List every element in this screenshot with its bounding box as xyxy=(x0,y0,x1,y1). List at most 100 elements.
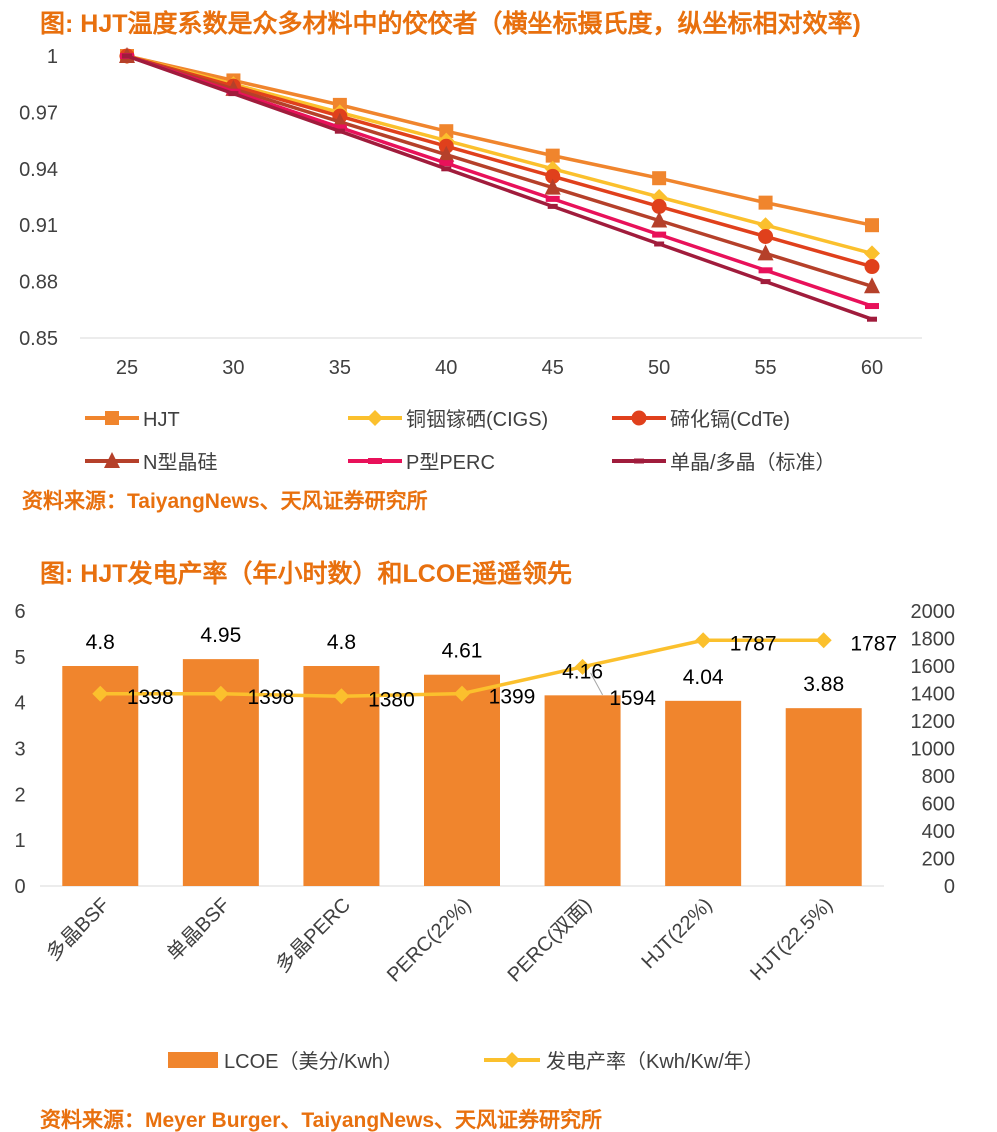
data-point xyxy=(651,198,667,214)
y2-tick-label: 2000 xyxy=(911,601,956,623)
legend-label: 碲化镉(CdTe) xyxy=(670,408,790,431)
legend-label: 单晶/多晶（标准） xyxy=(670,451,836,474)
line-value-label: 1399 xyxy=(489,686,536,709)
x-tick-label: 25 xyxy=(116,357,138,379)
data-point xyxy=(547,203,558,209)
y-tick-label: 0.91 xyxy=(19,215,58,237)
bar-value-label: 4.8 xyxy=(327,631,356,654)
line-value-label: 1787 xyxy=(850,632,897,655)
y2-tick-label: 1400 xyxy=(911,684,956,706)
x-tick-label: 多晶PERC xyxy=(271,893,355,977)
y2-tick-label: 400 xyxy=(922,821,955,843)
y-tick-label: 2 xyxy=(14,784,25,806)
line-value-label: 1380 xyxy=(368,688,415,711)
data-point xyxy=(439,124,454,139)
data-point xyxy=(815,632,832,649)
bar xyxy=(424,674,500,886)
data-point xyxy=(545,168,561,184)
bar xyxy=(665,700,742,886)
bar-value-label: 4.95 xyxy=(200,624,241,647)
series-line-2 xyxy=(126,54,873,269)
series-line-0 xyxy=(126,54,873,227)
bar xyxy=(62,666,139,886)
data-point xyxy=(654,241,665,247)
y-tick-label: 5 xyxy=(14,647,25,669)
series-line-1 xyxy=(126,54,873,256)
data-point xyxy=(864,277,880,294)
line-value-label: 1594 xyxy=(609,687,656,710)
data-point xyxy=(760,279,771,285)
y2-tick-label: 1800 xyxy=(911,629,956,651)
label-leader-line xyxy=(590,672,604,696)
y2-tick-label: 1600 xyxy=(911,656,956,678)
x-tick-label: 50 xyxy=(648,357,670,379)
data-point xyxy=(865,218,879,233)
bar-value-label: 4.61 xyxy=(442,640,483,663)
y-tick-label: 0.97 xyxy=(19,102,58,124)
temperature-chart: 1 0.97 0.94 0.91 0.88 0.85 25 30 35 40 45 50 55 60 HJT… xyxy=(19,46,922,474)
y2-tick-label: 600 xyxy=(922,794,955,816)
y2-tick-label: 1200 xyxy=(911,711,956,733)
data-point xyxy=(122,53,132,59)
y-tick-label: 1 xyxy=(14,830,25,852)
data-point xyxy=(212,685,229,702)
data-point xyxy=(454,685,470,702)
y-tick-label: 0.94 xyxy=(19,159,58,181)
data-point xyxy=(867,316,877,322)
series-line-4 xyxy=(126,54,873,308)
data-point xyxy=(865,303,879,310)
x-tick-label: 60 xyxy=(861,357,883,379)
legend-label: 铜铟镓硒(CIGS) xyxy=(406,408,548,431)
data-point xyxy=(695,632,712,649)
data-point xyxy=(574,658,591,675)
data-point xyxy=(333,688,350,705)
legend-marker xyxy=(631,410,647,426)
data-point xyxy=(757,244,774,261)
y-tick-label: 0.88 xyxy=(19,272,58,294)
y-tick-label: 3 xyxy=(14,739,25,761)
y-tick-label: 0 xyxy=(14,876,25,898)
data-point xyxy=(652,171,667,186)
chart1-source: 资料来源：TaiyangNews、天风证券研究所 xyxy=(22,489,428,513)
legend-bar-swatch xyxy=(168,1052,218,1068)
legend-label: P型PERC xyxy=(406,451,495,474)
data-point xyxy=(439,160,454,167)
data-point xyxy=(864,259,880,275)
x-tick-label: 30 xyxy=(222,357,244,379)
data-point xyxy=(332,124,347,131)
data-point xyxy=(438,145,455,162)
series-line-5 xyxy=(126,54,873,321)
legend-marker xyxy=(634,458,644,464)
data-point xyxy=(544,178,561,195)
legend-label: LCOE（美分/Kwh） xyxy=(224,1050,403,1073)
y2-tick-label: 800 xyxy=(922,766,955,788)
data-point xyxy=(92,685,109,702)
data-point xyxy=(758,228,774,244)
line-value-label: 1398 xyxy=(247,686,294,709)
series-line-3 xyxy=(126,54,873,288)
bar-value-label: 3.88 xyxy=(803,673,844,696)
data-point xyxy=(441,166,452,172)
y2-tick-label: 1000 xyxy=(911,739,956,761)
bar xyxy=(785,708,862,886)
legend-marker xyxy=(105,411,119,425)
legend-marker xyxy=(367,410,383,426)
bar-value-label: 4.16 xyxy=(562,660,603,683)
y-tick-label: 1 xyxy=(47,46,58,68)
lcoe-chart: 0 1 2 3 4 5 6 0 200 400 600 800 1000 1200 1400 1600 1800… xyxy=(14,601,955,1073)
line-value-label: 1398 xyxy=(127,686,174,709)
chart1-title: 图: HJT温度系数是众多材料中的佼佼者（横坐标摄氏度，纵坐标相对效率) xyxy=(40,9,861,38)
x-tick-label: PERC(22%) xyxy=(383,894,476,987)
data-point xyxy=(758,195,773,210)
data-point xyxy=(864,245,880,262)
line-value-label: 1787 xyxy=(730,632,777,655)
bar-value-label: 4.8 xyxy=(86,631,115,654)
x-tick-label: 40 xyxy=(435,357,457,379)
bar xyxy=(544,695,621,886)
legend-marker xyxy=(368,458,382,464)
data-point xyxy=(758,267,773,274)
y-tick-label: 6 xyxy=(14,601,25,623)
data-point xyxy=(652,231,667,238)
data-point xyxy=(651,211,668,228)
